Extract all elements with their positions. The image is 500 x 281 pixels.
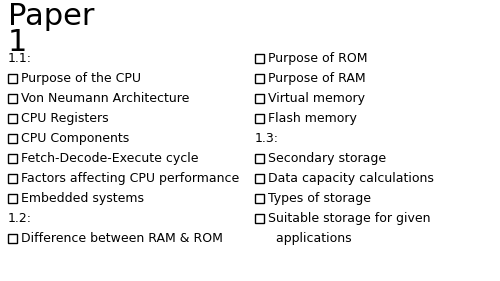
Text: Types of storage: Types of storage [268, 192, 371, 205]
Text: applications: applications [268, 232, 351, 245]
FancyBboxPatch shape [255, 194, 264, 203]
Text: Fetch-Decode-Execute cycle: Fetch-Decode-Execute cycle [21, 152, 199, 165]
Text: Flash memory: Flash memory [268, 112, 357, 125]
FancyBboxPatch shape [8, 194, 17, 203]
Text: Virtual memory: Virtual memory [268, 92, 365, 105]
FancyBboxPatch shape [8, 234, 17, 243]
Text: 1: 1 [8, 28, 28, 57]
Text: 1.3:: 1.3: [255, 132, 279, 145]
FancyBboxPatch shape [255, 174, 264, 183]
FancyBboxPatch shape [8, 74, 17, 83]
Text: Suitable storage for given: Suitable storage for given [268, 212, 430, 225]
Text: Paper: Paper [8, 2, 94, 31]
Text: CPU Components: CPU Components [21, 132, 129, 145]
Text: 1.1:: 1.1: [8, 52, 32, 65]
Text: Secondary storage: Secondary storage [268, 152, 386, 165]
FancyBboxPatch shape [8, 94, 17, 103]
FancyBboxPatch shape [8, 154, 17, 163]
Text: Factors affecting CPU performance: Factors affecting CPU performance [21, 172, 240, 185]
FancyBboxPatch shape [8, 174, 17, 183]
FancyBboxPatch shape [8, 114, 17, 123]
FancyBboxPatch shape [255, 54, 264, 63]
Text: 1.2:: 1.2: [8, 212, 32, 225]
Text: Data capacity calculations: Data capacity calculations [268, 172, 434, 185]
Text: Von Neumann Architecture: Von Neumann Architecture [21, 92, 190, 105]
Text: Purpose of ROM: Purpose of ROM [268, 52, 368, 65]
FancyBboxPatch shape [255, 154, 264, 163]
FancyBboxPatch shape [255, 214, 264, 223]
FancyBboxPatch shape [255, 94, 264, 103]
Text: Purpose of RAM: Purpose of RAM [268, 72, 366, 85]
FancyBboxPatch shape [8, 134, 17, 143]
FancyBboxPatch shape [255, 114, 264, 123]
Text: Embedded systems: Embedded systems [21, 192, 144, 205]
Text: Purpose of the CPU: Purpose of the CPU [21, 72, 141, 85]
FancyBboxPatch shape [255, 74, 264, 83]
Text: CPU Registers: CPU Registers [21, 112, 108, 125]
Text: Difference between RAM & ROM: Difference between RAM & ROM [21, 232, 223, 245]
